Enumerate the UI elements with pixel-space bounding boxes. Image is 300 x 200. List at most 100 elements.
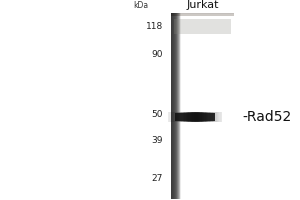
Bar [171,13,234,15]
Bar [171,13,234,15]
Bar [171,13,177,199]
Bar [182,112,183,122]
Bar [171,14,234,15]
Bar [221,112,222,122]
Bar [171,13,234,14]
Bar [171,14,234,16]
Bar [171,14,234,15]
Bar [171,13,178,199]
Bar [171,13,234,15]
Bar [215,112,217,122]
Bar [188,112,190,122]
Text: 118: 118 [146,22,163,31]
Bar [171,13,234,15]
Bar [174,19,231,34]
Bar [171,13,174,199]
Bar [171,13,234,15]
Bar [184,112,185,122]
Text: Jurkat: Jurkat [186,0,219,10]
Bar [171,112,172,122]
Bar [171,13,173,199]
Bar [171,13,234,15]
Bar [171,13,234,15]
Bar [207,112,208,122]
Bar [171,14,234,16]
Bar [175,112,176,122]
Bar [171,13,234,15]
Bar [171,13,234,15]
Bar [175,113,215,121]
Bar [171,13,180,199]
Bar [171,13,234,14]
Bar [171,14,234,16]
Bar [179,112,180,122]
Bar [171,13,234,15]
Bar [211,112,212,122]
Bar [171,13,234,14]
Bar [171,14,234,15]
Bar [198,112,199,122]
Bar [199,112,200,122]
Bar [171,13,234,15]
Text: 90: 90 [151,50,163,59]
Bar [171,13,181,199]
Bar [171,13,234,14]
Bar [171,14,234,16]
Bar [171,13,234,14]
Bar [171,13,234,14]
Bar [171,13,234,15]
Bar [171,14,234,16]
Bar [171,13,179,199]
Bar [171,14,234,15]
Bar [171,13,173,199]
Bar [210,112,211,122]
Bar [171,14,234,15]
Bar [171,13,234,15]
Bar [171,13,174,199]
Bar [183,112,184,122]
Bar [177,112,179,122]
Bar [176,112,177,122]
Bar [171,14,234,15]
Bar [171,13,234,15]
Bar [171,13,234,15]
Bar [171,14,234,16]
Bar [171,14,234,15]
Text: 27: 27 [151,174,163,183]
Bar [171,13,234,14]
Bar [171,13,172,199]
Bar [171,13,234,15]
Bar [171,13,234,15]
Bar [171,13,234,14]
Bar [171,13,234,15]
Bar [171,13,234,14]
Bar [171,13,177,199]
Bar [171,13,234,14]
Bar [171,13,178,199]
Bar [206,112,207,122]
Bar [171,14,234,15]
Bar [171,14,234,16]
Bar [196,112,198,122]
Text: -Rad52: -Rad52 [242,110,292,124]
Bar [192,112,194,122]
Bar [171,14,234,16]
Bar [171,14,234,16]
Bar [171,13,234,14]
Bar [171,14,234,15]
Bar [171,13,234,15]
Bar [171,14,234,15]
Bar [171,13,234,14]
Text: 39: 39 [151,136,163,145]
Text: 50: 50 [151,110,163,119]
Bar [171,13,234,15]
Bar [171,14,234,15]
Bar [171,13,234,14]
Bar [171,13,234,15]
Bar [171,14,234,15]
Bar [172,112,173,122]
Bar [208,112,210,122]
Bar [171,13,234,15]
Bar [171,13,180,199]
Bar [171,13,234,15]
